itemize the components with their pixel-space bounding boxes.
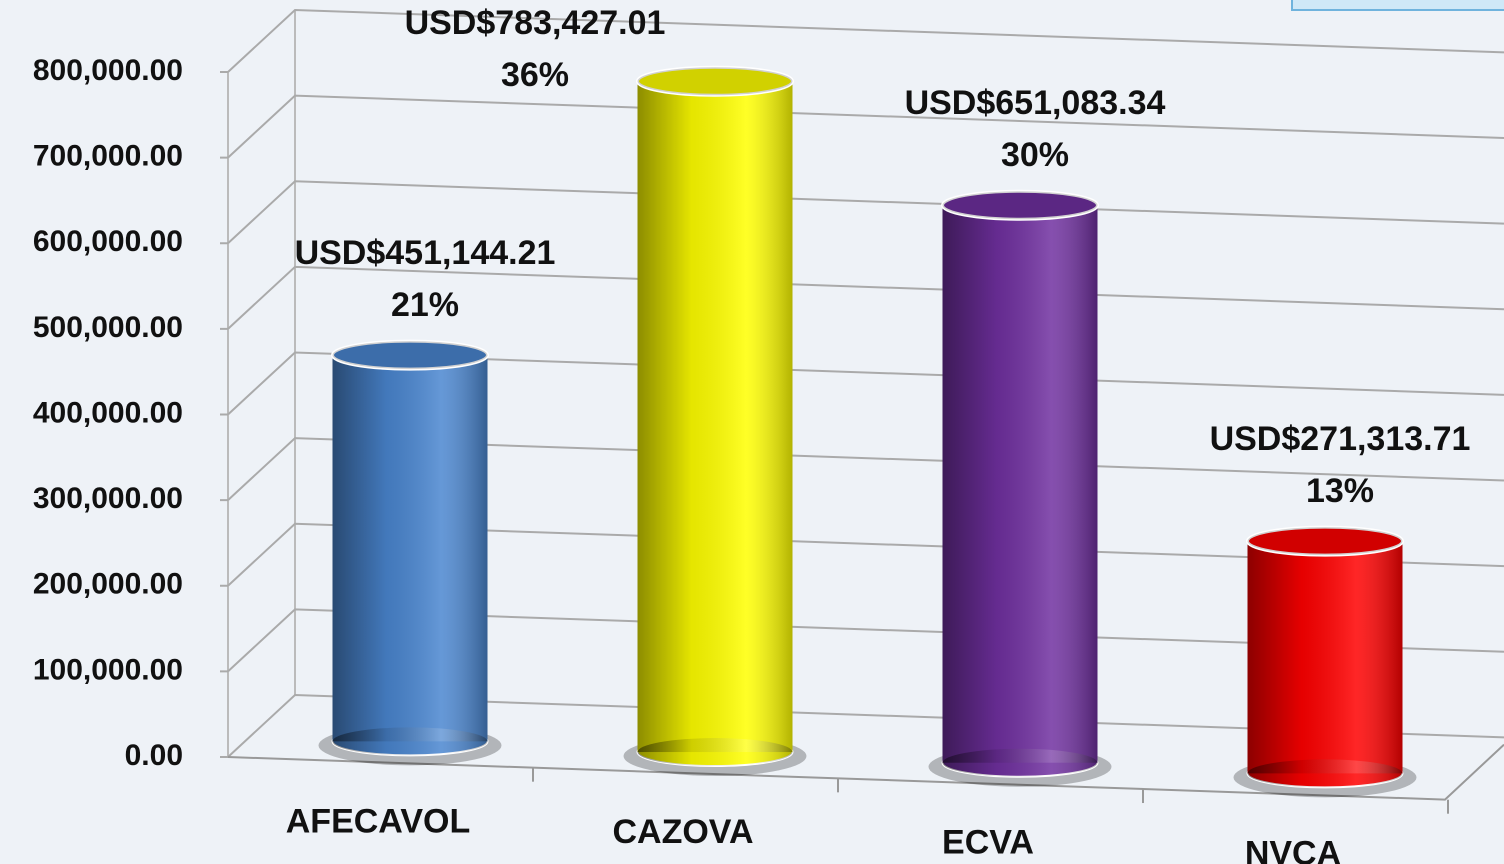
cylinder-shade bbox=[1247, 541, 1403, 774]
legend-box-edge bbox=[1291, 0, 1504, 11]
grid-layer: 0.00 100,000.00 200,000.00 300,000.00 400,00… bbox=[33, 8, 1504, 801]
cylinder-shade bbox=[332, 355, 488, 742]
grid-line bbox=[227, 180, 1504, 244]
grid-line bbox=[227, 94, 1504, 159]
value-label: USD$651,083.34 bbox=[905, 84, 1166, 122]
cylinder-bottom-shade bbox=[942, 748, 1098, 777]
grid-line bbox=[227, 265, 1504, 330]
cylinder-top bbox=[636, 65, 794, 97]
cylinder-top-shade bbox=[942, 191, 1098, 220]
cylinder-top bbox=[331, 339, 489, 371]
cylinder-top-shade bbox=[1247, 527, 1403, 556]
x-tick-label: ECVA bbox=[942, 824, 1034, 862]
percentage-label: 36% bbox=[501, 56, 569, 94]
x-tick-label: AFECAVOL bbox=[286, 802, 470, 840]
cylinder-bottom-shade bbox=[332, 727, 488, 756]
cylinder-bottom-shade bbox=[1247, 759, 1403, 788]
grid-line bbox=[227, 693, 1504, 758]
value-label: USD$783,427.01 bbox=[405, 4, 666, 42]
cylinder-top-shade bbox=[637, 67, 793, 96]
x-tick-label: NVCA bbox=[1245, 834, 1341, 864]
y-tick-label: 700,000.00 bbox=[33, 140, 183, 173]
grid-line bbox=[227, 8, 1504, 73]
y-tick-label: 600,000.00 bbox=[33, 225, 183, 258]
cylinder-shade bbox=[637, 81, 793, 753]
cylinder-top-shade bbox=[332, 341, 488, 370]
cylinder-top bbox=[1246, 525, 1404, 557]
y-tick-label: 300,000.00 bbox=[33, 482, 183, 515]
cylinder-bottom-shade bbox=[637, 738, 793, 767]
value-label: USD$451,144.21 bbox=[295, 234, 556, 272]
y-tick-label: 500,000.00 bbox=[33, 311, 183, 344]
percentage-label: 21% bbox=[391, 286, 459, 324]
value-label: USD$271,313.71 bbox=[1210, 420, 1471, 458]
grid-line bbox=[227, 608, 1504, 673]
y-tick-label: 0.00 bbox=[125, 739, 183, 772]
marks-layer: USD$451,144.21 21% AFECAVOL USD$783,427.01 3… bbox=[286, 4, 1471, 864]
percentage-label: 13% bbox=[1306, 472, 1374, 510]
y-tick-label: 800,000.00 bbox=[33, 54, 183, 87]
cylinder-shade bbox=[942, 205, 1098, 763]
grid-line bbox=[227, 522, 1504, 587]
grid-line bbox=[227, 351, 1504, 416]
floor-edge bbox=[227, 743, 1504, 801]
x-tick-label: CAZOVA bbox=[612, 813, 753, 851]
cylinder-top bbox=[941, 189, 1099, 221]
y-tick-label: 100,000.00 bbox=[33, 653, 183, 686]
y-tick-label: 200,000.00 bbox=[33, 568, 183, 601]
y-tick-label: 400,000.00 bbox=[33, 396, 183, 429]
percentage-label: 30% bbox=[1001, 136, 1069, 174]
grid-line bbox=[227, 437, 1504, 501]
